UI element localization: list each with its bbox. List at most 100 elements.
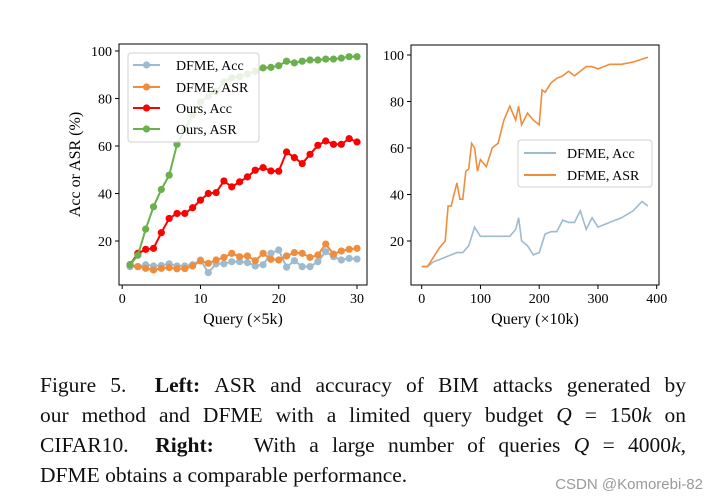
data-point [345, 245, 353, 253]
data-point [212, 188, 220, 197]
legend-label: Ours, ASR [176, 123, 237, 138]
series-ours-acc [126, 135, 361, 269]
series-line [421, 56, 649, 268]
data-point [275, 256, 283, 264]
x-tick-label: 400 [646, 292, 667, 307]
y-tick-label: 20 [98, 235, 112, 250]
data-point [251, 257, 259, 265]
data-point [259, 249, 267, 257]
data-point [282, 252, 291, 260]
data-point [243, 259, 252, 267]
data-point [329, 55, 338, 63]
y-tick-label: 80 [98, 93, 112, 108]
data-point [173, 265, 181, 273]
data-point [314, 56, 322, 64]
data-point [157, 229, 165, 237]
data-point [173, 140, 181, 148]
data-point [298, 57, 306, 65]
data-point [345, 53, 353, 61]
data-point [290, 154, 298, 162]
data-point [157, 185, 165, 194]
caption-text: DFME obtains a comparable performance. [40, 463, 408, 487]
data-point [345, 135, 353, 143]
series-line [421, 200, 649, 268]
data-point [196, 257, 205, 265]
caption-text: k [671, 433, 681, 457]
y-axis-label: Acc or ASR (%) [67, 112, 84, 217]
data-point [322, 55, 330, 63]
legend-label: Ours, Acc [176, 102, 232, 117]
x-tick-label: 20 [272, 292, 286, 307]
data-point [134, 263, 142, 271]
data-point [282, 57, 291, 65]
y-tick-label: 60 [390, 142, 404, 157]
left-chart: 0 10 20 30 20 40 60 80 100 Query (×5k) Acc or ASR … [67, 43, 368, 328]
data-point [275, 62, 283, 70]
caption-text: on [651, 403, 686, 427]
caption-text: k [642, 403, 652, 427]
data-point [290, 249, 298, 257]
data-point [306, 150, 314, 158]
caption-line: DFME obtains a comparable performance. [40, 460, 686, 490]
caption-line: our method and DFME with a limited query… [40, 400, 686, 430]
legend: DFME, Acc DFME, ASR [517, 139, 653, 188]
data-point [243, 252, 252, 260]
data-point [212, 256, 220, 264]
data-point [220, 260, 228, 268]
data-point [189, 262, 197, 270]
caption-text: = 150 [571, 403, 643, 427]
data-point [126, 261, 134, 269]
series-dfme-acc [421, 200, 649, 268]
data-point [189, 204, 197, 212]
caption-text: Left: [154, 373, 201, 397]
plot-frame [410, 44, 660, 286]
data-point [259, 261, 267, 269]
caption-text: With a large number of queries [213, 433, 574, 457]
data-point [267, 63, 275, 71]
data-point [329, 250, 338, 258]
data-point [275, 167, 283, 175]
data-point [267, 255, 275, 263]
data-point [259, 164, 267, 172]
data-point [204, 189, 212, 198]
data-point [149, 203, 158, 211]
series-dfme-asr [421, 56, 649, 268]
data-point [181, 209, 189, 218]
x-axis-label: Query (×5k) [203, 311, 283, 328]
x-tick-label: 100 [470, 292, 491, 307]
legend-marker [142, 83, 151, 91]
data-point [337, 54, 345, 62]
data-point [204, 259, 212, 267]
data-point [142, 264, 150, 272]
x-tick-label: 10 [193, 292, 207, 307]
x-tick-label: 0 [119, 292, 126, 307]
data-point [220, 177, 228, 185]
data-point [314, 251, 322, 259]
x-tick-label: 300 [587, 292, 608, 307]
legend-label: DFME, Acc [567, 147, 635, 162]
data-point [322, 248, 330, 256]
caption-text: ASR and accuracy of BIM attacks generate… [200, 373, 686, 397]
data-point [236, 253, 244, 261]
data-point [353, 244, 361, 252]
y-tick-label: 80 [390, 96, 404, 111]
data-point [337, 247, 345, 255]
data-point [275, 246, 283, 254]
data-point [353, 53, 361, 61]
data-point [298, 159, 306, 168]
legend-marker [142, 125, 151, 133]
data-point [165, 171, 173, 179]
caption-text: Q [573, 433, 590, 457]
data-point [236, 178, 244, 186]
caption-text: Figure 5. [40, 373, 155, 397]
y-tick-label: 60 [98, 140, 112, 155]
legend-marker [142, 104, 151, 112]
data-point [236, 258, 244, 266]
data-point [298, 249, 306, 257]
data-point [157, 264, 165, 272]
x-axis-label: Query (×10k) [491, 311, 579, 328]
y-tick-label: 100 [91, 45, 112, 60]
y-tick-label: 20 [390, 235, 404, 250]
data-point [329, 140, 338, 148]
